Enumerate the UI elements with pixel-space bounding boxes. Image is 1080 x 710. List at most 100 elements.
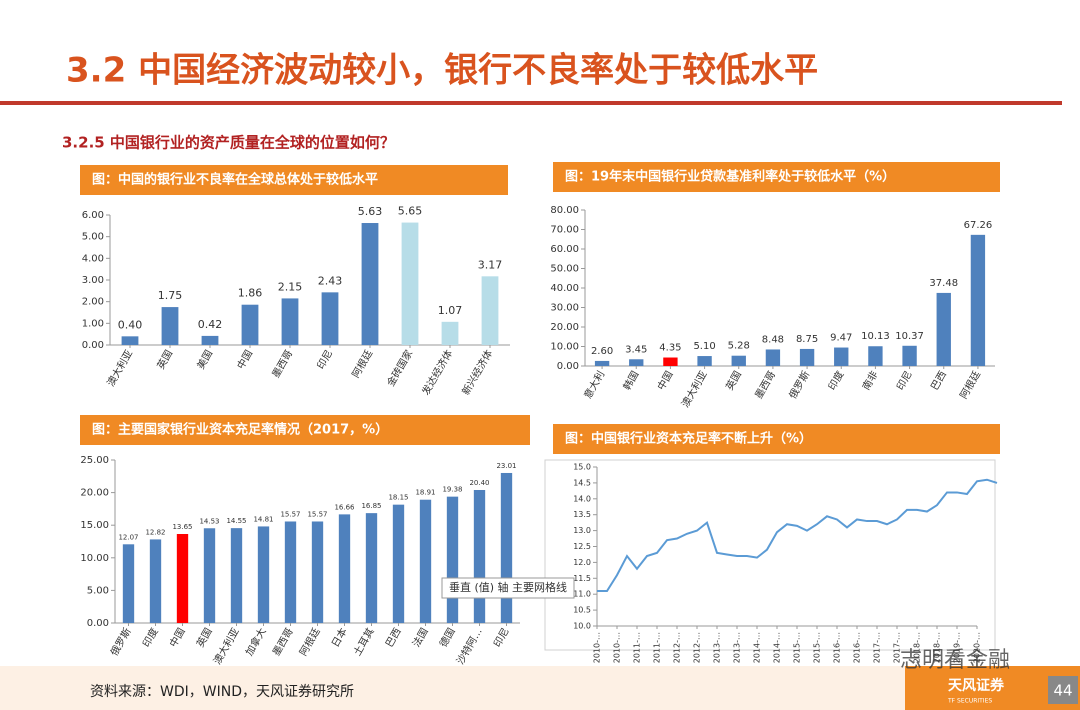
bar [473,489,486,623]
x-tick-label: 印度 [825,369,846,393]
title-rule [0,101,1062,105]
x-tick-label: 2016-… [833,632,842,663]
value-label: 18.15 [388,494,408,502]
x-tick-label: 韩国 [620,369,641,393]
bar [161,307,179,345]
x-tick-label: 土耳其 [350,626,376,658]
page-number: 44 [1053,682,1072,700]
x-tick-label: 2011-… [653,632,662,663]
y-tick-label: 15.0 [573,463,591,472]
chart-frame [544,459,996,651]
bar [936,292,951,366]
x-tick-label: 英国 [193,626,214,650]
x-tick-label: 2012-… [673,632,682,663]
x-tick-label: 2011-… [633,632,642,663]
chart-title: 图：中国的银行业不良率在全球总体处于较低水平 [92,172,378,188]
bar [419,499,432,623]
value-label: 2.15 [278,280,303,293]
y-tick-label: 13.5 [573,510,591,519]
value-label: 18.91 [415,489,435,497]
x-tick-label: 澳大利亚 [104,348,135,389]
bar [663,357,678,366]
x-tick-label: 意大利 [581,369,607,401]
bar [338,514,351,623]
bar [201,335,219,345]
bar [868,346,883,366]
x-tick-label: 2019-… [953,632,962,663]
y-tick-label: 13.0 [573,526,591,535]
bar [230,528,243,623]
bar [902,345,917,366]
bar [970,234,986,366]
footer-band [0,666,1080,710]
value-label: 14.55 [226,517,246,525]
logo-sub: TF SECURITIES [947,698,992,705]
bar [121,336,139,345]
x-tick-label: 印尼 [315,348,335,371]
y-tick-label: 5.00 [82,232,104,243]
bar [284,521,297,623]
value-label: 10.37 [895,331,924,342]
x-tick-label: 2014-… [773,632,782,663]
value-label: 13.65 [172,523,192,531]
x-tick-label: 印尼 [894,369,914,392]
y-tick-label: 70.00 [550,225,579,236]
y-tick-label: 12.5 [573,542,591,551]
y-tick-label: 4.00 [82,253,104,264]
x-tick-label: 日本 [328,626,349,650]
x-tick-label: 2017-… [873,632,882,663]
x-tick-label: 中国 [166,626,187,650]
x-tick-label: 澳大利亚 [679,369,710,410]
chart-title-bar [80,165,508,195]
y-tick-label: 6.00 [82,210,104,221]
x-tick-label: 2010-… [593,632,602,663]
tooltip: 垂直 (值) 轴 主要网格线 [449,580,567,594]
y-tick-label: 10.00 [80,553,109,564]
source: 资料来源：WDI，WIND，天风证券研究所 [90,684,354,700]
bar [241,304,259,345]
y-tick-label: 10.5 [573,606,591,615]
x-tick-label: 墨西哥 [270,348,295,380]
y-tick-label: 40.00 [550,283,579,294]
x-tick-label: 中国 [234,348,255,372]
x-tick-label: 2012-… [693,632,702,663]
value-label: 19.38 [442,486,462,494]
bar [629,359,644,366]
value-label: 4.35 [659,343,681,354]
value-label: 5.10 [693,341,715,352]
y-tick-label: 80.00 [550,205,579,216]
bar [392,504,405,623]
y-tick-label: 3.00 [82,275,104,286]
value-label: 10.13 [861,331,890,342]
value-label: 1.86 [238,287,263,300]
value-label: 20.40 [469,479,489,487]
value-label: 16.66 [334,503,355,511]
y-tick-label: 30.00 [550,303,579,314]
x-tick-label: 2015-… [813,632,822,663]
y-tick-label: 15.00 [80,520,109,531]
bar [765,349,781,366]
y-tick-label: 0.00 [82,340,104,351]
bar [257,526,270,623]
x-tick-label: 俄罗斯 [107,626,133,658]
y-tick-label: 1.00 [82,318,104,329]
y-tick-label: 11.5 [573,574,591,583]
y-tick-label: 20.00 [550,322,579,333]
y-tick-label: 10.00 [550,342,579,353]
x-tick-label: 中国 [654,369,675,393]
x-tick-label: 阿根廷 [296,626,322,658]
x-tick-label: 美国 [194,348,215,372]
y-tick-label: 0.00 [557,361,579,372]
x-tick-label: 2015-… [793,632,802,663]
x-tick-label: 沙特阿… [454,626,484,667]
value-label: 14.81 [253,515,273,523]
x-tick-label: 金砖国家 [384,348,415,389]
y-tick-label: 14.5 [573,478,591,487]
x-tick-label: 2014-… [753,632,762,663]
value-label: 12.82 [145,528,165,536]
value-label: 1.75 [158,289,183,302]
y-tick-label: 20.00 [80,488,109,499]
bar [361,223,379,345]
value-label: 0.42 [198,318,223,331]
x-tick-label: 英国 [154,348,175,372]
